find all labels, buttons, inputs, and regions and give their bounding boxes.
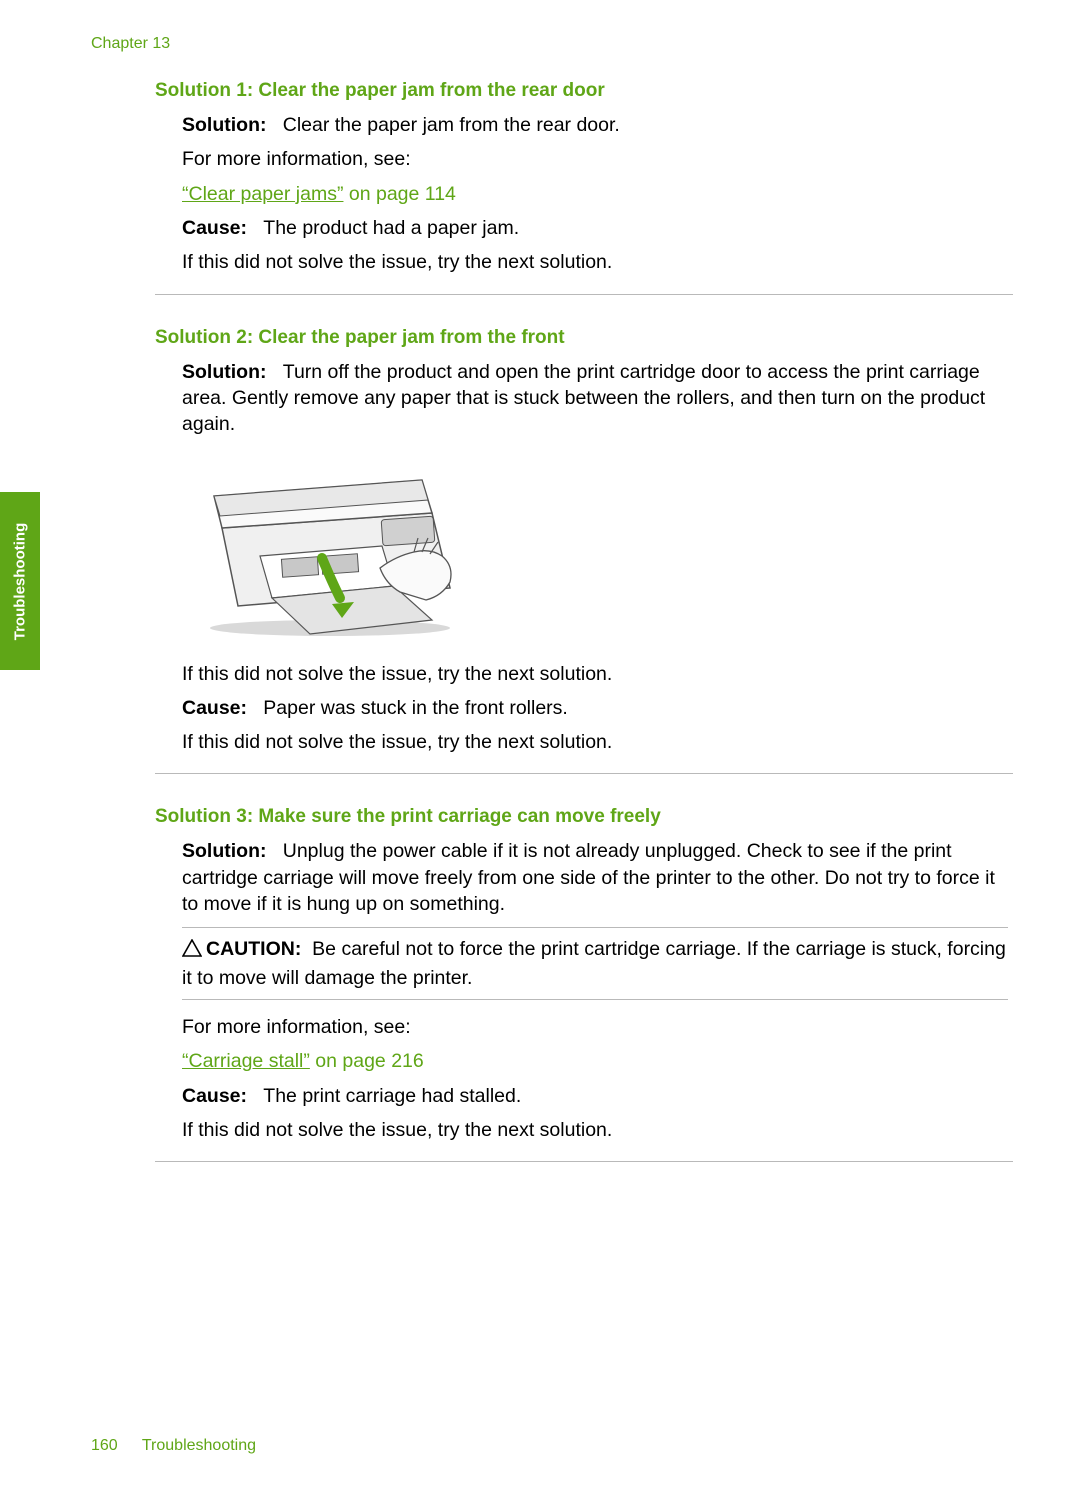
solution-3-retry: If this did not solve the issue, try the… (182, 1117, 1005, 1143)
solution-1-moreinfo: For more information, see: (182, 146, 1005, 172)
solution-2-body: Solution: Turn off the product and open … (182, 359, 1005, 756)
cause-label: Cause: (182, 697, 247, 719)
solution-3-body: Solution: Unplug the power cable if it i… (182, 838, 1005, 1143)
caution-icon (182, 938, 202, 964)
link-suffix: on page 216 (310, 1050, 424, 1072)
solution-3-cause: Cause: The print carriage had stalled. (182, 1083, 1005, 1109)
printer-illustration (182, 458, 1005, 643)
cause-text: Paper was stuck in the front rollers. (263, 697, 568, 719)
solution-label: Solution: (182, 114, 266, 136)
printer-icon (182, 458, 478, 638)
clear-paper-jams-link[interactable]: “Clear paper jams” (182, 183, 343, 205)
solution-2-cause: Cause: Paper was stuck in the front roll… (182, 695, 1005, 721)
chapter-header: Chapter 13 (91, 35, 170, 53)
cause-label: Cause: (182, 217, 247, 239)
footer-section: Troubleshooting (142, 1437, 256, 1454)
side-tab-label: Troubleshooting (12, 522, 29, 640)
page-footer: 160 Troubleshooting (91, 1437, 256, 1455)
solution-1-retry: If this did not solve the issue, try the… (182, 249, 1005, 275)
solution-1-link: “Clear paper jams” on page 114 (182, 181, 1005, 207)
solution-3-link: “Carriage stall” on page 216 (182, 1048, 1005, 1074)
cause-text: The print carriage had stalled. (263, 1085, 521, 1107)
main-content: Solution 1: Clear the paper jam from the… (155, 80, 1005, 1194)
solution-text: Clear the paper jam from the rear door. (283, 114, 620, 136)
solution-2-heading: Solution 2: Clear the paper jam from the… (155, 327, 1005, 349)
solution-text: Unplug the power cable if it is not alre… (182, 840, 995, 915)
solution-2-retry1: If this did not solve the issue, try the… (182, 661, 1005, 687)
solution-1-body: Solution: Clear the paper jam from the r… (182, 112, 1005, 276)
caution-text-line: CAUTION: Be careful not to force the pri… (182, 936, 1008, 991)
solution-label: Solution: (182, 361, 266, 383)
solution-1-solution: Solution: Clear the paper jam from the r… (182, 112, 1005, 138)
solution-1-heading: Solution 1: Clear the paper jam from the… (155, 80, 1005, 102)
divider (155, 294, 1013, 295)
divider (155, 773, 1013, 774)
solution-3-moreinfo: For more information, see: (182, 1014, 1005, 1040)
caution-label: CAUTION: (206, 938, 301, 960)
solution-3-solution: Solution: Unplug the power cable if it i… (182, 838, 1005, 917)
solution-2-retry2: If this did not solve the issue, try the… (182, 729, 1005, 755)
solution-2-solution: Solution: Turn off the product and open … (182, 359, 1005, 438)
solution-label: Solution: (182, 840, 266, 862)
caution-box: CAUTION: Be careful not to force the pri… (182, 927, 1008, 1000)
cause-label: Cause: (182, 1085, 247, 1107)
solution-1-cause: Cause: The product had a paper jam. (182, 215, 1005, 241)
page-number: 160 (91, 1437, 118, 1454)
link-suffix: on page 114 (343, 183, 455, 205)
caution-text: Be careful not to force the print cartri… (182, 938, 1006, 988)
side-tab: Troubleshooting (0, 492, 40, 670)
solution-3-heading: Solution 3: Make sure the print carriage… (155, 806, 1005, 828)
cause-text: The product had a paper jam. (263, 217, 519, 239)
solution-text: Turn off the product and open the print … (182, 361, 985, 436)
carriage-stall-link[interactable]: “Carriage stall” (182, 1050, 310, 1072)
divider (155, 1161, 1013, 1162)
